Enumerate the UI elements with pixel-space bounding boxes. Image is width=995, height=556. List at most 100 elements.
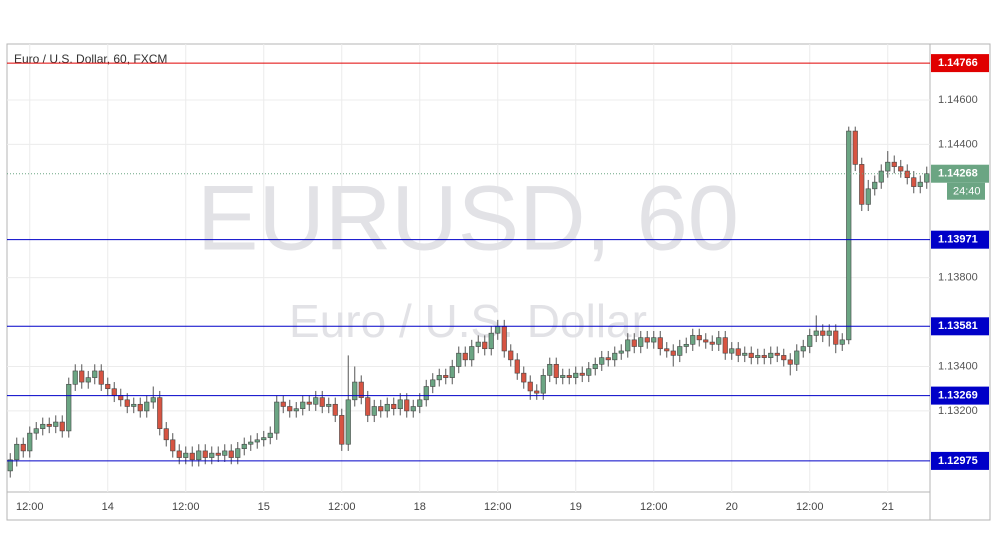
candle-body [228, 450, 234, 458]
candle-body [670, 350, 676, 356]
candle-body [417, 399, 423, 407]
candle-body [508, 350, 514, 361]
candle-body [735, 348, 741, 356]
candle-body [300, 401, 306, 410]
candle-body [534, 390, 540, 394]
candle-body [33, 428, 39, 434]
candle-body [878, 170, 884, 183]
candle-body [248, 441, 254, 445]
candle-body [27, 432, 33, 452]
x-tick-label: 19 [570, 501, 582, 513]
candle-body [742, 352, 748, 356]
last-price-label: 1.14268 [938, 168, 978, 180]
candle-body [774, 352, 780, 356]
candle-body [131, 403, 137, 407]
candle-body [469, 346, 475, 361]
candle-body [92, 370, 98, 378]
candle-body [813, 330, 819, 336]
candle-body [72, 370, 78, 385]
candle-body [423, 386, 429, 401]
candle-body [189, 452, 195, 461]
candle-body [215, 452, 221, 456]
level-label-box [931, 386, 989, 405]
y-tick-label: 1.13200 [938, 405, 978, 417]
candle-body [820, 330, 826, 336]
x-tick-label: 12:00 [16, 501, 44, 513]
candle-body [397, 399, 403, 410]
candle-body [566, 375, 572, 378]
candle-body [898, 166, 904, 172]
candle-body [144, 401, 150, 412]
candle-body [911, 177, 917, 187]
x-tick-label: 20 [726, 501, 738, 513]
candle-body [332, 403, 338, 416]
candle-body [638, 337, 644, 347]
x-tick-label: 12:00 [328, 501, 356, 513]
candle-body [98, 370, 104, 385]
candle-body [410, 406, 416, 412]
candle-body [475, 341, 481, 347]
candle-body [196, 450, 202, 461]
marks [7, 126, 930, 478]
candle-body [917, 181, 923, 187]
candle-body [235, 448, 241, 458]
candle-body [488, 332, 494, 350]
candle-body [313, 397, 319, 405]
candle-body [657, 337, 663, 350]
level-label: 1.14766 [938, 57, 978, 69]
candle-body [443, 375, 449, 378]
candle-body [729, 348, 735, 354]
candle-body [677, 346, 683, 356]
candle-body [287, 406, 293, 412]
candle-body [267, 432, 273, 438]
x-tick-label: 21 [882, 501, 894, 513]
candle-body [482, 341, 488, 350]
x-tick-label: 15 [258, 501, 270, 513]
candle-body [436, 375, 442, 381]
candle-body [865, 188, 871, 205]
candle-body [254, 439, 260, 443]
candle-body [521, 372, 527, 383]
level-label-box [931, 230, 989, 249]
candle-body [365, 397, 371, 416]
candle-body [176, 450, 182, 458]
candle-body [202, 450, 208, 458]
chart-frame [6, 43, 991, 521]
candle-body [85, 377, 91, 383]
candle-body [293, 408, 299, 412]
candle-body [150, 397, 156, 403]
level-label-box [931, 317, 989, 336]
candle-body [846, 130, 852, 341]
candle-body [59, 421, 65, 432]
candle-body [222, 450, 228, 456]
level-label: 1.13269 [938, 390, 978, 402]
candle-body [514, 359, 520, 374]
candle-body [456, 352, 462, 367]
candle-body [137, 403, 143, 412]
candle-body [664, 348, 670, 352]
candle-body [696, 335, 702, 341]
candle-body [547, 363, 553, 376]
candle-body [618, 350, 624, 354]
candle-body [527, 381, 533, 392]
candle-body [540, 375, 546, 394]
candle-body [833, 330, 839, 345]
candle-body [20, 443, 26, 452]
candle-body [280, 401, 286, 407]
candle-body [40, 423, 46, 429]
chart-title: Euro / U.S. Dollar, 60, FXCM [14, 52, 167, 66]
candle-body [573, 372, 579, 378]
y-tick-label: 1.13400 [938, 360, 978, 372]
candle-body [345, 399, 351, 445]
candle-body [605, 357, 611, 361]
candle-body [163, 428, 169, 441]
candle-body [124, 399, 130, 407]
candle-body [683, 343, 689, 347]
candle-body [53, 421, 59, 427]
candle-body [716, 337, 722, 345]
x-tick-label: 12:00 [796, 501, 824, 513]
candle-body [14, 443, 20, 461]
x-tick-label: 12:00 [172, 501, 200, 513]
candle-body [261, 437, 267, 441]
